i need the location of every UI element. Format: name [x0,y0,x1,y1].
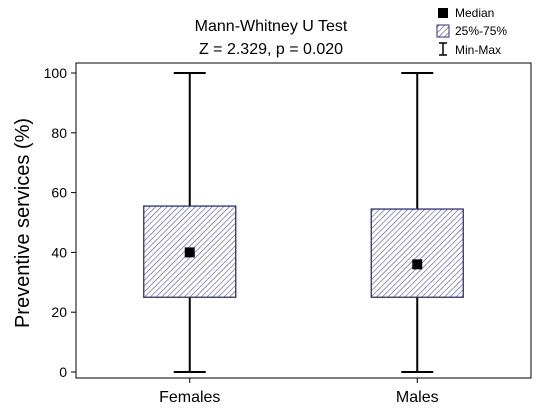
legend-label-minmax: Min-Max [455,43,501,57]
legend-label-iqr: 25%-75% [455,24,507,38]
legend-iqr-swatch [436,24,450,38]
category-label-females: Females [159,389,220,406]
y-tick-label-0: 0 [59,364,67,380]
x-axis: Females Males [159,378,439,406]
chart-title: Mann-Whitney U Test [195,18,348,35]
y-tick-label-80: 80 [51,125,67,141]
legend: Median 25%-75% Min-Max [436,6,507,57]
y-axis: 0 20 40 60 80 100 [44,65,76,380]
median-marker-females [184,247,195,258]
median-marker-males [412,259,423,270]
y-tick-label-100: 100 [44,65,68,81]
y-tick-label-40: 40 [51,244,67,260]
y-tick-label-20: 20 [51,304,67,320]
legend-label-median: Median [455,6,494,20]
iqr-box-males [370,208,464,298]
category-label-males: Males [396,389,439,406]
chart-subtitle: Z = 2.329, p = 0.020 [199,41,343,58]
legend-median-swatch [438,8,448,18]
boxes-layer [143,72,464,373]
y-tick-label-60: 60 [51,185,67,201]
y-axis-label: Preventive services (%) [12,118,34,328]
plot-frame [75,62,532,379]
legend-whisker-swatch [439,42,447,56]
